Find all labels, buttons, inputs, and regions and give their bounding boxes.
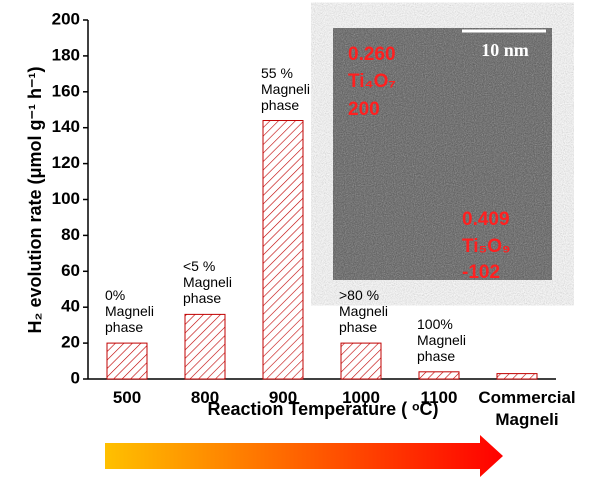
bar xyxy=(185,314,225,379)
y-tick-label: 160 xyxy=(52,81,80,100)
y-tick-label: 140 xyxy=(52,117,80,136)
inset-label: -102 xyxy=(462,262,500,283)
bar-annotation: 100% Magneli phase xyxy=(417,316,479,364)
bar xyxy=(497,374,537,379)
inset-label: Ti₄O₇ xyxy=(348,71,396,92)
bar-annotation: 0% Magneli phase xyxy=(105,287,167,335)
bar xyxy=(419,372,459,379)
y-tick-label: 200 xyxy=(52,9,80,28)
y-tick-label: 120 xyxy=(52,153,80,172)
inset-label: 200 xyxy=(348,99,380,120)
scale-bar-label: 10 nm xyxy=(481,40,529,60)
y-tick-label: 0 xyxy=(71,368,80,387)
page: Reaction Temperature ( ᵒC) H₂ evolution … xyxy=(0,0,603,487)
bar xyxy=(341,343,381,379)
x-tick-label: Commercial Magneli xyxy=(472,387,582,431)
y-tick-label: 100 xyxy=(52,189,80,208)
bar-annotation: 55 % Magneli phase xyxy=(261,65,323,113)
bar xyxy=(107,343,147,379)
temperature-arrow xyxy=(105,435,503,477)
bar-annotation: >80 % Magneli phase xyxy=(339,287,401,335)
bar-annotation: <5 % Magneli phase xyxy=(183,258,245,306)
y-tick-label: 180 xyxy=(52,45,80,64)
y-tick-label: 20 xyxy=(61,333,80,352)
inset-label: Ti₅O₉ xyxy=(462,236,511,257)
y-axis-label: H₂ evolution rate (μmol g⁻¹ h⁻¹) xyxy=(25,66,45,333)
y-tick-label: 80 xyxy=(61,225,80,244)
y-tick-label: 60 xyxy=(61,261,80,280)
inset-image xyxy=(333,28,552,280)
y-tick-label: 40 xyxy=(61,297,80,316)
inset-label: 0.260 xyxy=(348,44,396,65)
bar xyxy=(263,121,303,379)
inset-label: 0.409 xyxy=(462,209,510,230)
